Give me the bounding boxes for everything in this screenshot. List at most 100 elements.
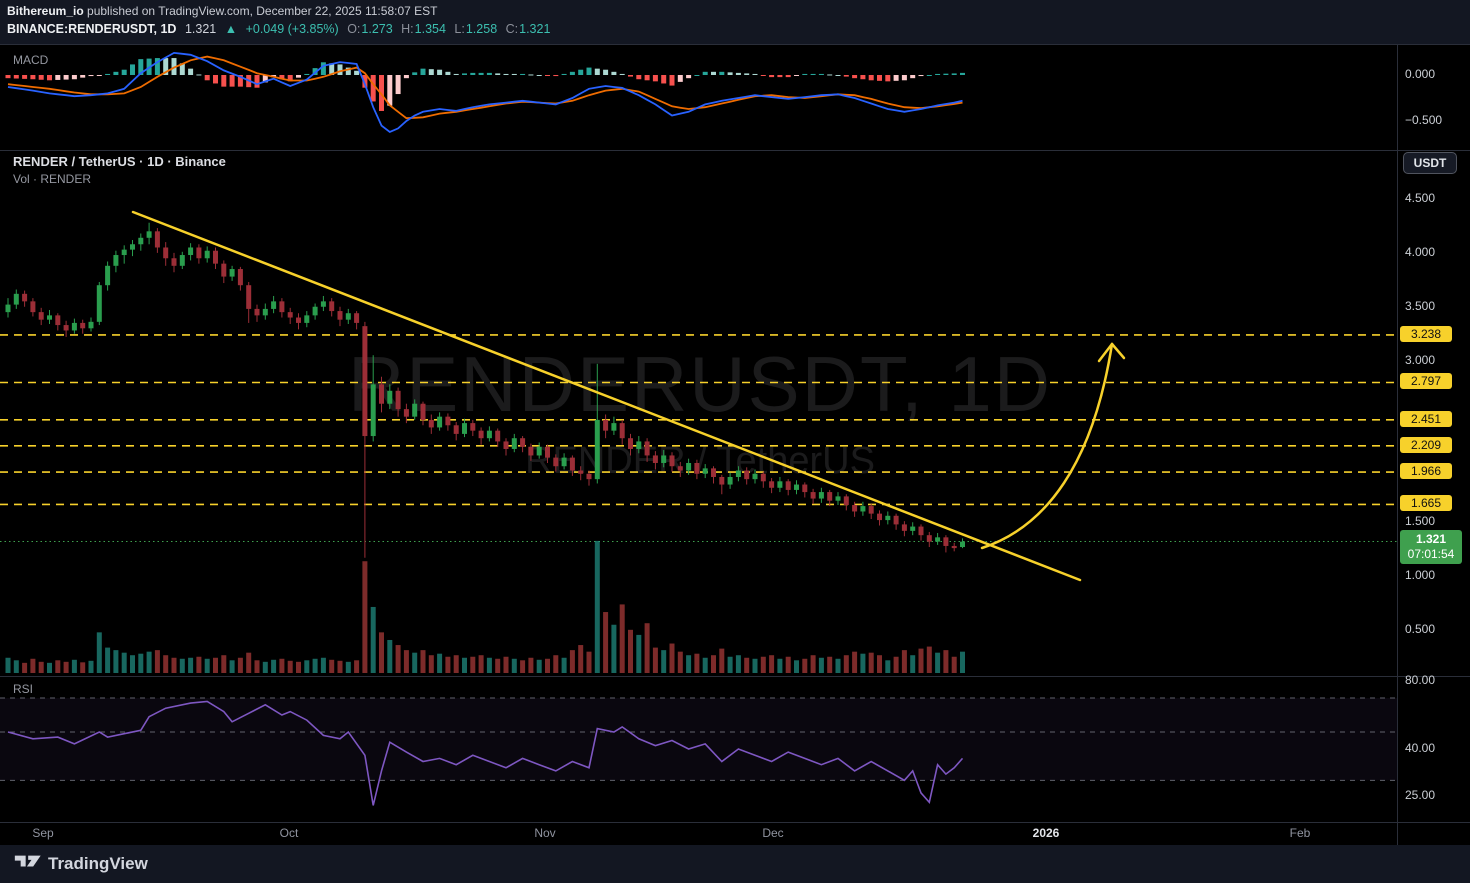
volume-bar <box>901 650 907 673</box>
candle-body <box>428 419 434 428</box>
macd-histogram-bar <box>760 75 766 76</box>
candle-body <box>877 513 882 521</box>
candle-body <box>403 409 409 417</box>
candle-body <box>918 526 924 536</box>
volume-bar <box>478 655 484 673</box>
macd-axis-label: −0.500 <box>1405 113 1443 127</box>
volume-bar <box>652 647 658 673</box>
volume-bar <box>387 639 393 673</box>
rsi-line <box>7 700 964 806</box>
volume-bar <box>395 645 401 673</box>
macd-histogram-bar <box>503 73 509 75</box>
candle-body <box>38 312 44 320</box>
time-axis[interactable]: Sep Oct Nov Dec 2026 Feb <box>0 822 1397 845</box>
volume-bar <box>545 658 550 673</box>
macd-histogram-bar <box>553 75 559 77</box>
candle-body <box>420 403 426 420</box>
macd-histogram-bar <box>652 75 658 82</box>
macd-histogram-bar <box>453 73 459 75</box>
macd-histogram-bar <box>121 69 127 75</box>
macd-histogram-bar <box>744 73 750 75</box>
breakout-arrow-curve[interactable] <box>980 342 1114 550</box>
macd-histogram-bar <box>794 75 799 76</box>
price-axis[interactable]: USDT 0.000 −0.500 4.500 4.000 3.500 3.000 1.50… <box>1397 44 1470 845</box>
volume-bar <box>644 623 650 673</box>
macd-pane-separator[interactable] <box>0 150 1470 151</box>
symbol-name[interactable]: BINANCE:RENDERUSDT, 1D <box>7 22 177 36</box>
volume-bar <box>777 658 783 673</box>
macd-histogram-bar <box>370 75 376 102</box>
price-axis-label: 3.500 <box>1405 298 1436 313</box>
volume-bar <box>196 656 202 673</box>
macd-pane-label[interactable]: MACD <box>13 53 49 67</box>
volume-bar <box>320 657 326 673</box>
volume-bar <box>686 655 692 673</box>
volume-study-label[interactable]: Vol · RENDER <box>13 172 92 186</box>
volume-bar <box>503 656 509 673</box>
macd-histogram-bar <box>586 67 592 75</box>
macd-histogram-bar <box>287 75 293 82</box>
volume-bar <box>113 650 119 673</box>
volume-bar <box>951 656 957 673</box>
tradingview-brand-text[interactable]: TradingView <box>48 854 148 873</box>
open-label: O: <box>347 22 361 36</box>
volume-bar <box>63 661 69 673</box>
candle-body <box>470 423 476 431</box>
candle-body <box>511 438 517 449</box>
candle-body <box>868 506 874 514</box>
macd-histogram-bar <box>935 73 941 75</box>
volume-bar <box>843 655 849 673</box>
candle-body <box>569 457 575 471</box>
volume-bar <box>561 657 567 673</box>
macd-histogram-bar <box>860 75 866 80</box>
volume-bar <box>80 662 86 673</box>
rsi-axis-label: 40.00 <box>1405 741 1436 755</box>
rsi-pane-label[interactable]: RSI <box>13 682 34 696</box>
price-change: +0.049 (+3.85%) <box>245 22 339 36</box>
macd-histogram-bar <box>38 75 44 80</box>
volume-bar <box>354 660 360 673</box>
volume-bar <box>495 658 501 673</box>
macd-histogram-bar <box>254 75 260 88</box>
descending-trendline[interactable] <box>131 210 1082 582</box>
volume-bar <box>470 656 476 673</box>
volume-bar <box>769 655 775 673</box>
currency-toggle-button[interactable]: USDT <box>1403 152 1457 174</box>
volume-bar <box>860 653 866 673</box>
main-pane-title[interactable]: RENDER / TetherUS · 1D · Binance <box>13 154 226 169</box>
macd-histogram-bar <box>5 75 11 79</box>
chart-header: Bithereum_io published on TradingView.co… <box>0 0 1470 44</box>
time-axis-label: Oct <box>279 826 299 840</box>
candle-body <box>669 455 675 467</box>
macd-histogram-bar <box>412 72 418 75</box>
macd-histogram-bar <box>877 75 882 81</box>
volume-bar <box>661 650 667 673</box>
rsi-pane-separator[interactable] <box>0 676 1470 677</box>
macd-histogram-bar <box>296 75 301 78</box>
candle-body <box>486 430 492 439</box>
volume-bar <box>453 655 459 673</box>
macd-histogram-bar <box>80 75 86 78</box>
macd-histogram-bar <box>495 73 501 75</box>
price-axis-label: 4.500 <box>1405 191 1436 205</box>
volume-bar <box>279 658 285 673</box>
low-label: L: <box>454 22 465 36</box>
candle-body <box>852 505 858 512</box>
candle-body <box>22 293 28 302</box>
macd-histogram-bar <box>769 75 775 78</box>
macd-histogram-bar <box>362 75 368 88</box>
macd-histogram-bar <box>221 75 227 87</box>
symbol-status-line[interactable]: BINANCE:RENDERUSDT, 1D 1.321 ▲ +0.049 (+… <box>7 22 555 36</box>
candle-body <box>337 311 343 320</box>
volume-bar <box>71 659 77 673</box>
candle-body <box>843 496 849 506</box>
volume-bar <box>669 643 675 673</box>
macd-histogram-bar <box>536 75 542 76</box>
macd-histogram-bar <box>138 59 144 75</box>
chart-canvas[interactable] <box>0 44 1397 845</box>
tradingview-logo-icon[interactable] <box>14 853 44 875</box>
volume-bar <box>55 660 61 673</box>
candle-body <box>926 535 932 542</box>
volume-bar <box>221 655 227 673</box>
candle-body <box>204 250 210 259</box>
